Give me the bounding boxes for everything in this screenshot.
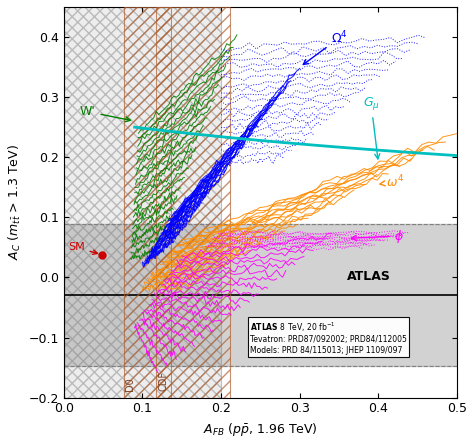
- Bar: [64, 7, 221, 398]
- Text: $\omega^4$: $\omega^4$: [380, 174, 404, 190]
- Text: D0: D0: [125, 377, 135, 391]
- Text: $G_{\mu}$: $G_{\mu}$: [363, 95, 380, 159]
- Text: $\phi$: $\phi$: [351, 227, 404, 245]
- Text: SM: SM: [68, 243, 98, 255]
- Text: W': W': [80, 105, 130, 122]
- Bar: [156, 7, 230, 398]
- Text: $\Omega^4$: $\Omega^4$: [303, 29, 348, 65]
- Bar: [64, 224, 457, 366]
- Y-axis label: $A_C$ ($m_{t\bar{t}}$ > 1.3 TeV): $A_C$ ($m_{t\bar{t}}$ > 1.3 TeV): [7, 144, 23, 260]
- X-axis label: $A_{FB}$ ($p\bar{p}$, 1.96 TeV): $A_{FB}$ ($p\bar{p}$, 1.96 TeV): [203, 421, 318, 438]
- Text: $\bf{ATLAS}$ 8 TeV, 20 fb$^{-1}$
Tevatron: PRD87/092002; PRD84/112005
Models: PR: $\bf{ATLAS}$ 8 TeV, 20 fb$^{-1}$ Tevatro…: [250, 320, 407, 355]
- Bar: [124, 7, 171, 398]
- Text: ATLAS: ATLAS: [347, 271, 391, 283]
- Text: CDF: CDF: [158, 371, 168, 391]
- Bar: [124, 7, 171, 398]
